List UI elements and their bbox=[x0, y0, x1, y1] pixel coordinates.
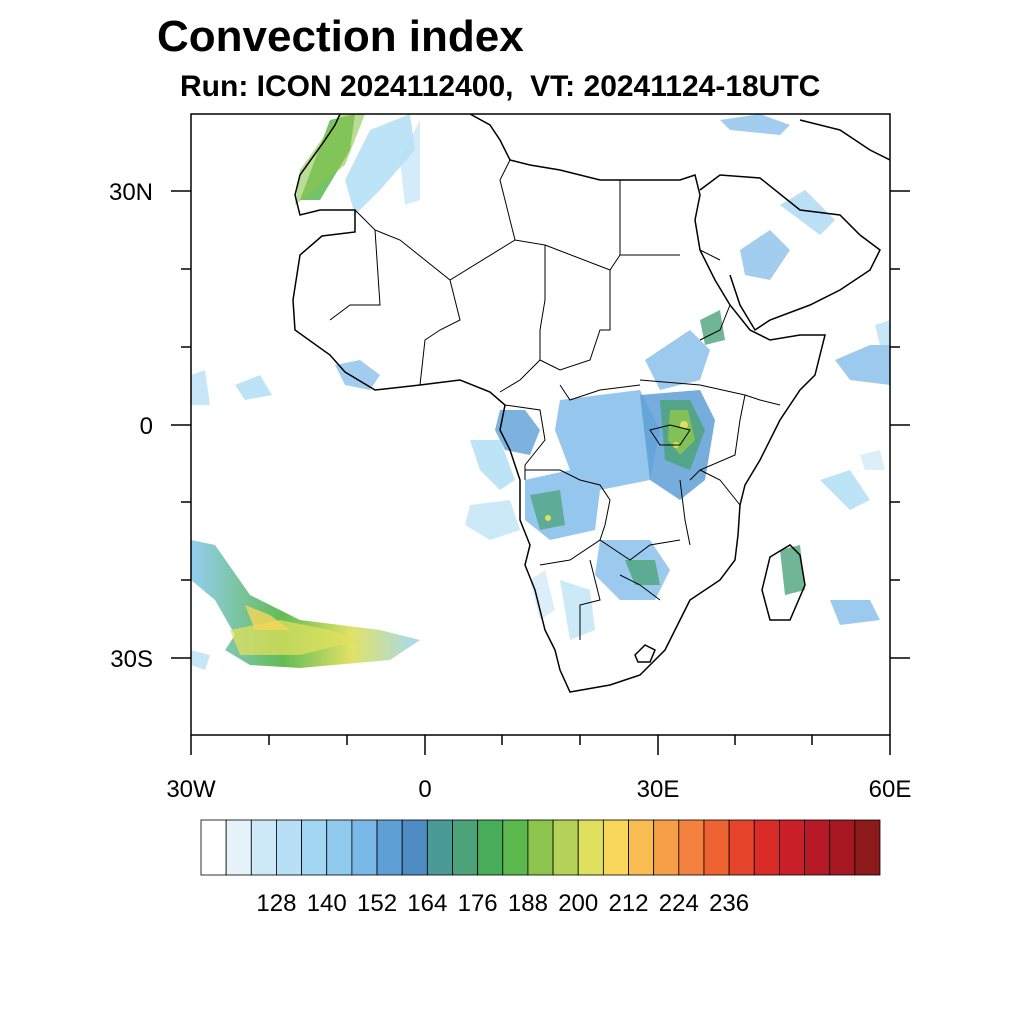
lat-label-0: 0 bbox=[140, 413, 153, 440]
colorbar-tick-label: 140 bbox=[307, 890, 347, 917]
colorbar-swatch bbox=[728, 819, 755, 876]
lon-label-0: 0 bbox=[418, 776, 431, 803]
colorbar-swatch bbox=[653, 819, 680, 876]
colorbar-swatch bbox=[250, 819, 277, 876]
colorbar bbox=[200, 819, 881, 876]
lat-label-30s: 30S bbox=[110, 646, 153, 673]
colorbar-swatch bbox=[225, 819, 252, 876]
colorbar-swatch bbox=[477, 819, 504, 876]
colorbar-swatch bbox=[779, 819, 805, 876]
colorbar-swatch bbox=[753, 819, 780, 876]
colorbar-tick-label: 128 bbox=[256, 890, 296, 917]
colorbar-swatch bbox=[703, 819, 730, 876]
colorbar-swatch bbox=[527, 819, 554, 876]
lon-label-30w: 30W bbox=[166, 776, 216, 803]
colorbar-swatch bbox=[577, 819, 604, 876]
colorbar-tick-label: 200 bbox=[558, 890, 598, 917]
colorbar-swatch bbox=[678, 819, 705, 876]
lat-label-30n: 30N bbox=[109, 179, 153, 206]
colorbar-swatch bbox=[602, 819, 629, 876]
colorbar-swatch bbox=[829, 819, 856, 876]
convection-field bbox=[191, 114, 890, 670]
colorbar-tick-label: 224 bbox=[659, 890, 699, 917]
map-title: Convection index bbox=[157, 12, 524, 61]
colorbar-tick-label: 212 bbox=[608, 890, 648, 917]
colorbar-swatch bbox=[502, 819, 529, 876]
colorbar-swatch bbox=[804, 819, 831, 876]
colorbar-tick-label: 176 bbox=[458, 890, 498, 917]
colorbar-swatch bbox=[628, 819, 655, 876]
colorbar-swatch bbox=[452, 819, 479, 876]
colorbar-tick-label: 152 bbox=[357, 890, 397, 917]
colorbar-labels: 128 140 152 164 176 188 200 212 224 236 bbox=[256, 890, 749, 917]
colorbar-swatch bbox=[401, 819, 428, 876]
colorbar-swatch bbox=[351, 819, 378, 876]
colorbar-swatch bbox=[200, 819, 227, 876]
map-subtitle: Run: ICON 2024112400, VT: 20241124-18UTC bbox=[180, 70, 821, 103]
colorbar-tick-label: 188 bbox=[508, 890, 548, 917]
colorbar-swatch bbox=[301, 819, 328, 876]
colorbar-tick-label: 236 bbox=[709, 890, 749, 917]
coastlines bbox=[292, 114, 890, 693]
colorbar-swatch bbox=[426, 819, 453, 876]
colorbar-swatch bbox=[376, 819, 403, 876]
colorbar-swatch bbox=[276, 819, 302, 876]
lon-label-30e: 30E bbox=[637, 776, 680, 803]
country-borders bbox=[329, 159, 781, 640]
lon-label-60e: 60E bbox=[869, 776, 912, 803]
colorbar-tick-label: 164 bbox=[407, 890, 447, 917]
axis-ticks bbox=[171, 190, 910, 755]
colorbar-swatch bbox=[854, 819, 881, 876]
colorbar-swatch bbox=[552, 819, 579, 876]
colorbar-swatch bbox=[326, 819, 353, 876]
